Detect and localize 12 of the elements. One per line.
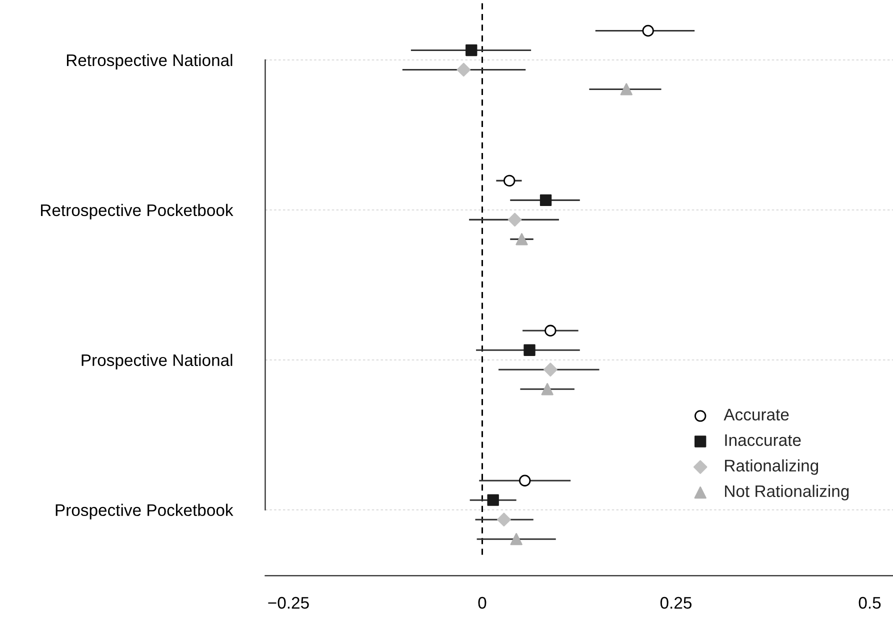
y-tick-label: Retrospective National <box>66 54 232 70</box>
legend-label: Accurate <box>724 408 789 420</box>
x-tick-label: 0.25 <box>660 596 692 609</box>
x-tick-label: 0.5 <box>858 596 881 609</box>
y-tick-label: Prospective National <box>82 354 232 370</box>
legend-label: Inaccurate <box>725 434 801 446</box>
legend-label: Not Rationalizing <box>725 484 849 500</box>
y-tick-label: Prospective Pocketbook <box>56 504 234 520</box>
legend-label: Rationalizing <box>725 459 818 475</box>
x-tick-label: −0.25 <box>268 596 309 609</box>
x-tick-label: 0 <box>478 596 486 609</box>
y-tick-label: Retrospective Pocketbook <box>41 204 234 220</box>
